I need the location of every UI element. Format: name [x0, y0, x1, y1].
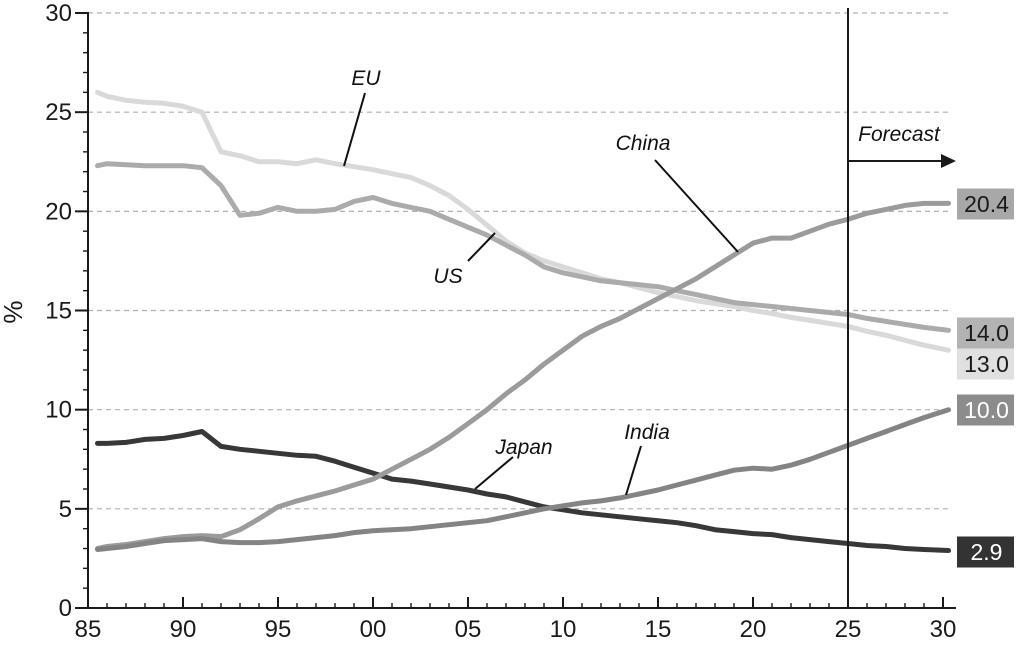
y-tick-label-15: 15 — [45, 298, 72, 325]
forecast-divider — [847, 8, 956, 608]
end-value-badge-india: 10.0 — [964, 397, 1009, 423]
leader-line-india — [625, 445, 642, 496]
series-line-india — [95, 407, 951, 552]
leader-line-us — [467, 232, 496, 262]
axes — [75, 12, 956, 609]
y-tick-label-5: 5 — [59, 496, 72, 523]
x-tick-label-85: 85 — [75, 616, 102, 643]
series-label-japan: Japan — [494, 436, 552, 459]
series-lines — [95, 89, 951, 553]
x-tick-label-20: 20 — [740, 616, 767, 643]
series-label-us: US — [433, 265, 462, 288]
y-tick-label-0: 0 — [59, 595, 72, 622]
y-tick-label-20: 20 — [45, 198, 72, 225]
end-value-badge-china: 20.4 — [964, 191, 1009, 217]
forecast-arrow-head — [941, 154, 956, 168]
end-value-badge-eu: 13.0 — [964, 351, 1009, 377]
leader-line-china — [654, 159, 739, 253]
x-tick-label-00: 00 — [360, 616, 387, 643]
x-tick-label-30: 30 — [930, 616, 957, 643]
end-value-badge-bg-china — [957, 188, 1014, 220]
x-tick-label-25: 25 — [835, 616, 862, 643]
end-value-badge-bg-us — [957, 317, 1014, 349]
leader-line-japan — [474, 456, 514, 490]
x-tick-label-10: 10 — [550, 616, 577, 643]
series-line-china — [95, 200, 951, 551]
y-tick-label-10: 10 — [45, 397, 72, 424]
series-label-india: India — [624, 421, 670, 444]
end-value-badge-bg-india — [957, 394, 1014, 426]
series-label-eu: EU — [351, 67, 381, 90]
series-annotations: EU US China Japan India Forecast — [343, 67, 941, 496]
series-line-us — [95, 161, 951, 333]
y-tick-label-25: 25 — [45, 99, 72, 126]
end-value-badge-japan: 2.9 — [971, 539, 1003, 565]
y-tick-label-30: 30 — [45, 0, 72, 27]
x-tick-label-15: 15 — [645, 616, 672, 643]
series-line-eu — [95, 89, 951, 353]
gridlines — [88, 12, 952, 510]
end-value-badge-bg-eu — [957, 348, 1014, 380]
series-label-forecast: Forecast — [858, 123, 941, 146]
series-line-japan — [95, 429, 951, 553]
series-label-china: China — [616, 132, 671, 155]
end-value-badge-us: 14.0 — [964, 320, 1009, 346]
end-value-badges: 20.4 14.0 13.0 10.0 2.9 — [957, 188, 1014, 568]
end-value-badge-bg-japan — [957, 536, 1014, 568]
y-axis-title-percent: % — [0, 300, 28, 323]
x-tick-label-90: 90 — [170, 616, 197, 643]
x-tick-label-05: 05 — [455, 616, 482, 643]
leader-line-eu — [343, 92, 366, 167]
x-tick-label-95: 95 — [265, 616, 292, 643]
